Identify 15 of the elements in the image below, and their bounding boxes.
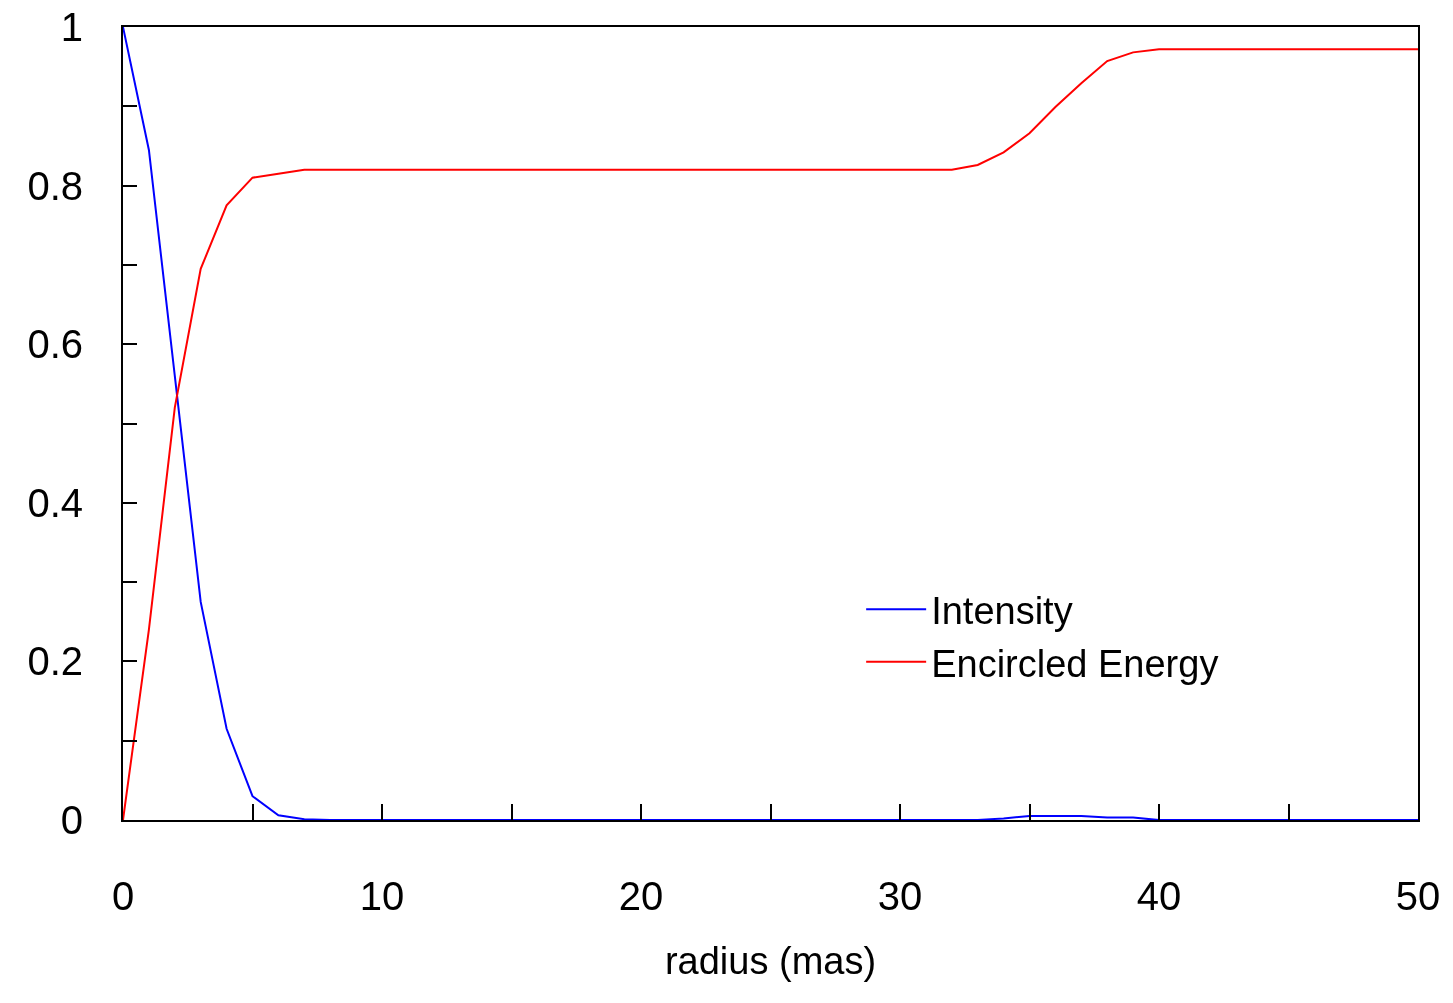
x-tick-label: 30 <box>877 874 923 918</box>
y-tick-label: 0.8 <box>27 163 83 208</box>
y-tick-label: 0 <box>60 798 83 842</box>
x-axis-title: radius (mas) <box>664 939 877 982</box>
legend-label: Encircled Energy <box>931 642 1219 685</box>
x-tick-label: 20 <box>618 874 664 918</box>
x-tick-label: 50 <box>1395 874 1441 918</box>
x-tick-label: 10 <box>359 874 405 918</box>
x-tick-label: 0 <box>111 874 135 918</box>
y-tick-label: 0.6 <box>27 322 83 367</box>
y-tick-label: 0.2 <box>27 639 83 684</box>
y-tick-label: 1 <box>60 5 83 49</box>
x-tick-label: 40 <box>1136 874 1182 918</box>
y-tick-label: 0.4 <box>27 480 83 525</box>
legend-label: Intensity <box>931 590 1073 633</box>
